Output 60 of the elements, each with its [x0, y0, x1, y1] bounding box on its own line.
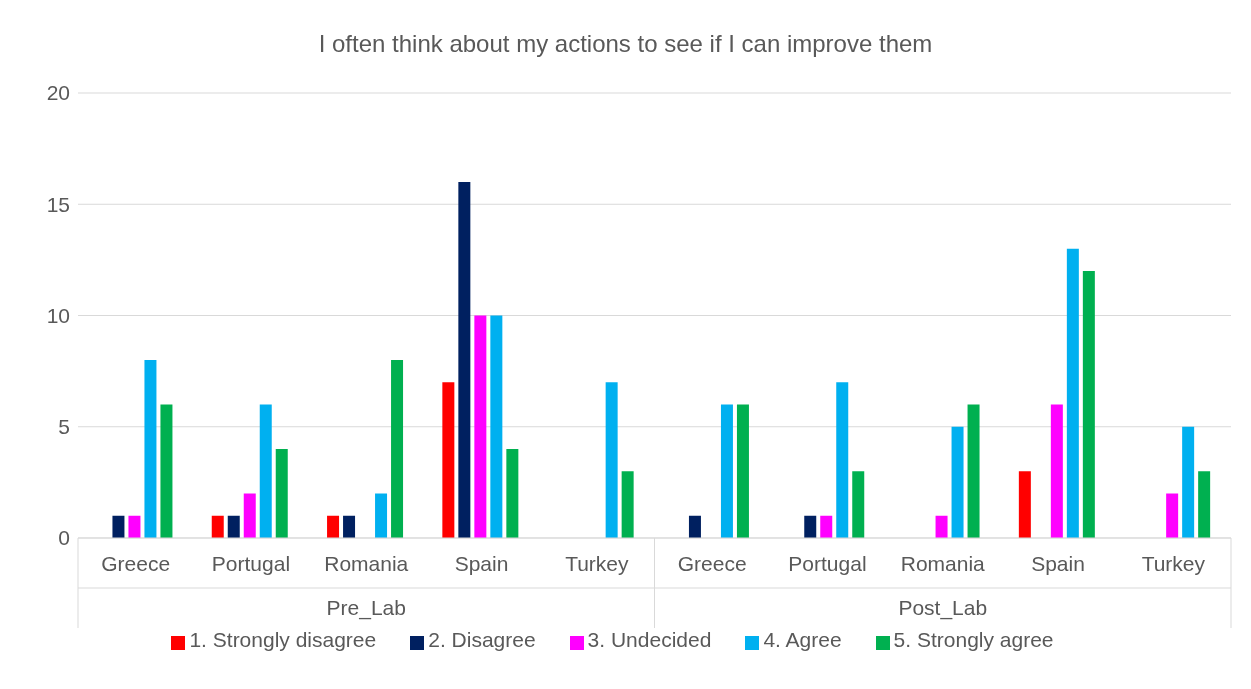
bar: [804, 515, 817, 538]
y-tick-label: 10: [46, 303, 70, 327]
bar: [951, 426, 964, 538]
bar: [720, 404, 733, 538]
bar: [1066, 248, 1079, 538]
legend-label: 1. Strongly disagree: [189, 628, 377, 651]
bar: [343, 515, 356, 538]
x-tick-label: Turkey: [1141, 551, 1206, 575]
bar: [1050, 404, 1063, 538]
x-tick-label: Spain: [1031, 551, 1085, 575]
legend-label: 4. Agree: [763, 628, 842, 651]
bar: [458, 182, 471, 538]
x-tick-label: Greece: [677, 551, 747, 575]
bar: [1198, 471, 1211, 538]
x-tick-label: Turkey: [565, 551, 630, 575]
bar: [836, 382, 849, 538]
text: Post_Lab: [897, 596, 989, 620]
bar: [1182, 426, 1195, 538]
x-tick-label: Greece: [101, 551, 171, 575]
y-tick-label: 5: [58, 415, 70, 439]
bar: [1082, 271, 1095, 538]
bar: [112, 515, 125, 538]
chart-title: I often think about my actions to see if I can improve them: [317, 30, 934, 58]
bar: [259, 404, 272, 538]
legend-label: 5. Strongly agree: [893, 628, 1054, 651]
bar: [211, 515, 224, 538]
bar: [327, 515, 340, 538]
bar: [490, 315, 503, 538]
x-tick-label: Romania: [900, 551, 986, 575]
bar: [1018, 471, 1031, 538]
bar: [128, 515, 141, 538]
bar: [935, 515, 948, 538]
bar: [1166, 493, 1179, 538]
y-tick-label: 0: [58, 526, 70, 550]
bar: [227, 515, 240, 538]
bar: [736, 404, 749, 538]
bar: [688, 515, 701, 538]
bar: [474, 315, 487, 538]
x-tick-label: Spain: [454, 551, 509, 575]
legend-label: 2. Disagree: [428, 628, 536, 651]
bar: [621, 471, 634, 538]
bar: [506, 449, 519, 538]
bar: [852, 471, 865, 538]
bar: [243, 493, 256, 538]
bar: [375, 493, 388, 538]
bar: [160, 404, 173, 538]
y-tick-label: 20: [46, 81, 70, 105]
bar: [605, 382, 618, 538]
x-tick-label: Portugal: [788, 551, 867, 575]
bar: [820, 515, 833, 538]
text: Pre_Lab: [325, 596, 407, 620]
bar: [144, 360, 157, 538]
x-tick-label: Portugal: [211, 551, 291, 575]
bar: [967, 404, 980, 538]
bar: [275, 449, 288, 538]
bar: [391, 360, 404, 538]
x-tick-label: Romania: [324, 551, 409, 575]
y-tick-label: 15: [46, 192, 70, 216]
legend-label: 3. Undecided: [587, 628, 712, 651]
bar: [442, 382, 455, 538]
